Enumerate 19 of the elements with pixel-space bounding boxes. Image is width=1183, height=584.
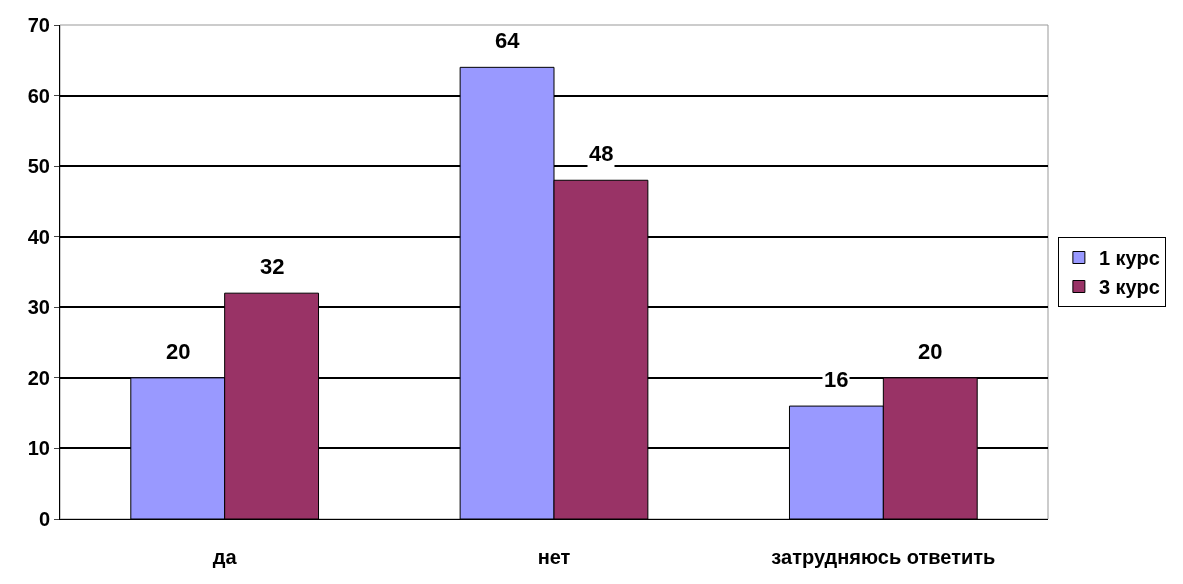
y-tick-label: 0	[38, 508, 50, 530]
y-tick-label: 30	[27, 296, 50, 319]
y-tick-label: 60	[27, 84, 50, 107]
y-tick-label: 70	[27, 14, 50, 36]
data-label: 16	[824, 367, 849, 392]
data-label: 32	[260, 254, 285, 279]
x-tick-label: затрудняюсь ответить	[771, 546, 996, 568]
data-label: 20	[166, 339, 191, 364]
data-label: 48	[589, 141, 614, 166]
x-tick-label: нет	[537, 546, 571, 568]
legend-label: 3 курс	[1098, 276, 1160, 299]
y-tick-label: 20	[27, 366, 50, 389]
data-label: 20	[918, 339, 943, 364]
y-tick-label: 40	[27, 225, 50, 248]
data-label: 64	[495, 28, 521, 53]
y-tick-label: 10	[27, 437, 50, 460]
legend-label: 1 курс	[1098, 247, 1160, 270]
y-tick-label: 50	[27, 155, 50, 178]
x-tick-label: да	[212, 546, 238, 568]
